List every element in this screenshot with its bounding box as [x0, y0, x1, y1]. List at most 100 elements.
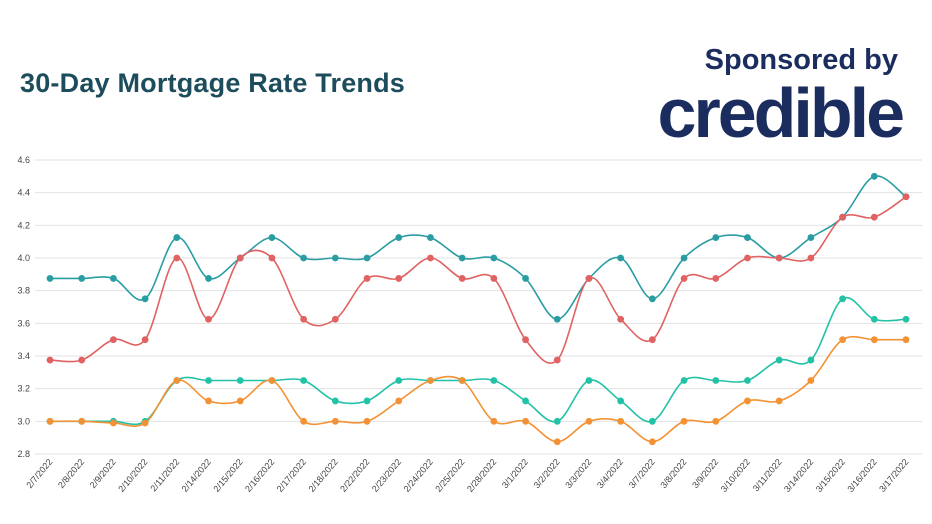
data-point-1	[585, 275, 593, 282]
y-tick-label: 3.2	[17, 384, 30, 394]
series-line-3	[49, 335, 906, 443]
data-point-2	[522, 397, 529, 405]
data-point-0	[205, 275, 212, 282]
data-point-3	[712, 417, 720, 425]
data-point-2	[363, 397, 371, 405]
x-tick-label: 2/7/2022	[24, 457, 54, 490]
data-point-3	[141, 419, 149, 427]
data-point-0	[363, 254, 371, 262]
y-tick-label: 3.0	[17, 416, 30, 426]
data-point-1	[744, 254, 751, 262]
data-point-3	[331, 417, 339, 425]
data-point-1	[680, 275, 688, 282]
data-point-0	[46, 275, 54, 282]
data-point-0	[744, 234, 751, 241]
data-point-0	[268, 234, 276, 241]
data-point-2	[236, 377, 244, 384]
data-point-0	[553, 315, 561, 323]
y-tick-label: 4.6	[17, 155, 30, 165]
y-tick-label: 3.4	[17, 351, 30, 361]
data-point-3	[744, 397, 751, 405]
data-point-0	[648, 295, 656, 303]
data-point-3	[902, 336, 910, 344]
data-point-3	[490, 417, 498, 425]
data-point-1	[490, 275, 498, 282]
x-tick-label: 2/22/2022	[338, 457, 371, 494]
x-tick-label: 2/23/2022	[370, 457, 403, 494]
y-tick-label: 3.8	[17, 286, 30, 296]
data-point-1	[458, 275, 466, 282]
data-point-3	[205, 397, 212, 405]
data-point-3	[585, 417, 593, 425]
data-point-1	[46, 356, 54, 364]
x-tick-label: 2/9/2022	[88, 457, 118, 490]
data-point-1	[775, 254, 783, 262]
data-point-2	[744, 377, 751, 384]
chart-title: 30-Day Mortgage Rate Trends	[20, 68, 406, 98]
data-point-2	[775, 356, 783, 364]
data-point-3	[173, 377, 181, 384]
data-point-3	[46, 417, 54, 425]
data-point-0	[680, 254, 688, 262]
x-tick-label: 3/10/2022	[719, 457, 752, 494]
x-axis-ticks: 2/7/2022 2/8/2022 2/9/20222/10/20222/11/20…	[24, 457, 910, 494]
y-tick-label: 2.8	[17, 449, 30, 459]
x-tick-label: 3/17/2022	[877, 457, 910, 494]
data-point-1	[300, 315, 308, 323]
data-point-1	[363, 275, 371, 282]
x-tick-label: 3/15/2022	[814, 457, 847, 494]
data-point-3	[839, 336, 846, 344]
y-tick-label: 4.0	[17, 253, 30, 263]
data-point-2	[395, 377, 403, 384]
data-point-0	[78, 275, 86, 282]
data-point-1	[902, 193, 910, 201]
data-point-0	[300, 254, 308, 262]
data-point-1	[395, 275, 403, 282]
data-point-1	[553, 356, 561, 364]
data-point-2	[902, 315, 910, 323]
data-point-3	[648, 438, 656, 446]
data-point-1	[522, 336, 529, 344]
data-point-1	[78, 356, 86, 364]
data-point-0	[617, 254, 625, 262]
y-tick-label: 4.4	[17, 188, 30, 198]
data-point-3	[363, 417, 371, 425]
data-point-2	[331, 397, 339, 405]
data-point-0	[110, 275, 117, 282]
data-point-3	[553, 438, 561, 446]
x-tick-label: 3/11/2022	[751, 457, 784, 494]
series-line-0	[49, 175, 907, 321]
x-tick-label: 2/14/2022	[180, 457, 213, 494]
data-point-1	[205, 315, 212, 323]
x-tick-label: 2/16/2022	[243, 457, 276, 494]
data-point-3	[300, 417, 308, 425]
data-point-1	[141, 336, 149, 344]
data-point-1	[870, 213, 878, 221]
x-tick-label: 2/18/2022	[306, 457, 339, 494]
series-lines	[49, 175, 907, 443]
data-point-3	[458, 377, 466, 384]
data-point-1	[839, 213, 846, 221]
data-point-3	[427, 377, 434, 384]
data-point-1	[236, 254, 244, 262]
data-point-1	[617, 315, 625, 323]
series-line-1	[49, 196, 907, 364]
x-tick-label: 2/8/2022	[56, 457, 86, 490]
y-tick-label: 4.2	[17, 220, 30, 230]
data-point-0	[522, 275, 529, 282]
data-point-0	[870, 172, 878, 180]
data-point-2	[205, 377, 212, 384]
data-point-1	[648, 336, 656, 344]
data-point-0	[712, 234, 720, 241]
x-tick-label: 3/14/2022	[782, 457, 815, 494]
data-point-0	[490, 254, 498, 262]
data-point-0	[395, 234, 403, 241]
y-axis-ticks: 2.8 3.0 3.2 3.4 3.6 3.8 4.0 4.2 4.4 4.6	[17, 155, 30, 459]
credible-logo: credible	[657, 74, 905, 152]
data-point-2	[712, 377, 720, 384]
data-point-3	[870, 336, 878, 344]
data-point-2	[648, 417, 656, 425]
data-point-3	[680, 417, 688, 425]
data-point-3	[78, 417, 86, 425]
